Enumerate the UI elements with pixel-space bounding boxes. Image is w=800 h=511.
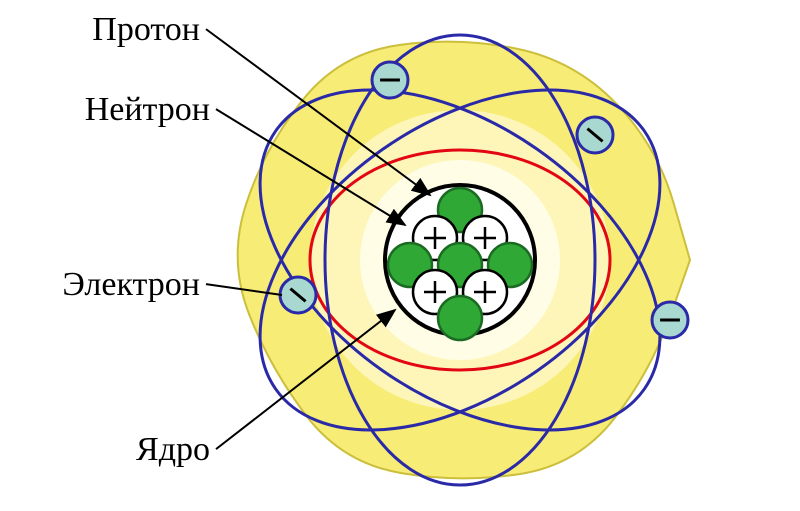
label-nucleus: Ядро (136, 431, 210, 468)
neutron-icon (438, 296, 482, 340)
electron-icon (577, 117, 613, 153)
electron-icon (372, 62, 408, 98)
label-proton: Протон (92, 11, 200, 48)
label-electron: Электрон (62, 266, 200, 303)
atom-diagram: Протон Нейтрон Электрон Ядро (0, 0, 800, 511)
electron-icon (652, 302, 688, 338)
electron-icon (280, 277, 316, 313)
label-neutron: Нейтрон (85, 91, 210, 128)
